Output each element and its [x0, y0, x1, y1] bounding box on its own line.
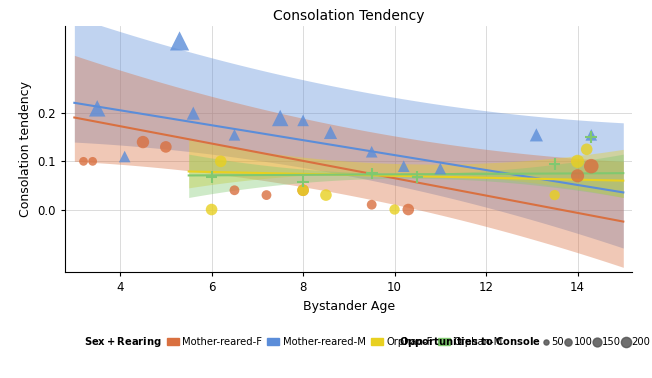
Point: [586, 163, 597, 169]
Point: [582, 146, 592, 152]
Point: [398, 163, 409, 169]
Point: [230, 187, 240, 193]
Point: [174, 38, 185, 44]
Point: [230, 132, 240, 138]
Point: [119, 153, 130, 160]
Point: [298, 187, 308, 193]
Point: [275, 115, 286, 121]
Point: [586, 132, 597, 138]
Point: [261, 192, 272, 198]
Point: [138, 139, 148, 145]
Point: [92, 105, 102, 112]
Y-axis label: Consolation tendency: Consolation tendency: [19, 81, 32, 217]
Point: [435, 166, 445, 172]
Point: [216, 158, 226, 164]
Point: [298, 178, 308, 184]
Point: [207, 206, 217, 212]
Point: [403, 206, 413, 212]
Point: [207, 174, 217, 180]
Point: [87, 158, 98, 164]
Point: [586, 134, 597, 140]
Point: [366, 170, 377, 177]
Point: [78, 158, 89, 164]
Point: [366, 202, 377, 208]
Point: [321, 192, 331, 198]
Point: [412, 174, 422, 180]
Point: [160, 144, 171, 150]
Point: [298, 118, 308, 124]
Point: [298, 187, 308, 193]
Point: [389, 206, 400, 212]
X-axis label: Bystander Age: Bystander Age: [303, 300, 395, 313]
Title: Consolation Tendency: Consolation Tendency: [273, 9, 424, 23]
Point: [531, 132, 542, 138]
Point: [550, 161, 560, 167]
Point: [188, 110, 198, 116]
Point: [325, 129, 336, 135]
Point: [550, 192, 560, 198]
Point: [366, 149, 377, 155]
Legend: $\bf{Opportunities\ to\ Console}$, 50, 100, 150, 200: $\bf{Opportunities\ to\ Console}$, 50, 1…: [388, 331, 652, 353]
Point: [572, 158, 583, 164]
Point: [572, 173, 583, 179]
